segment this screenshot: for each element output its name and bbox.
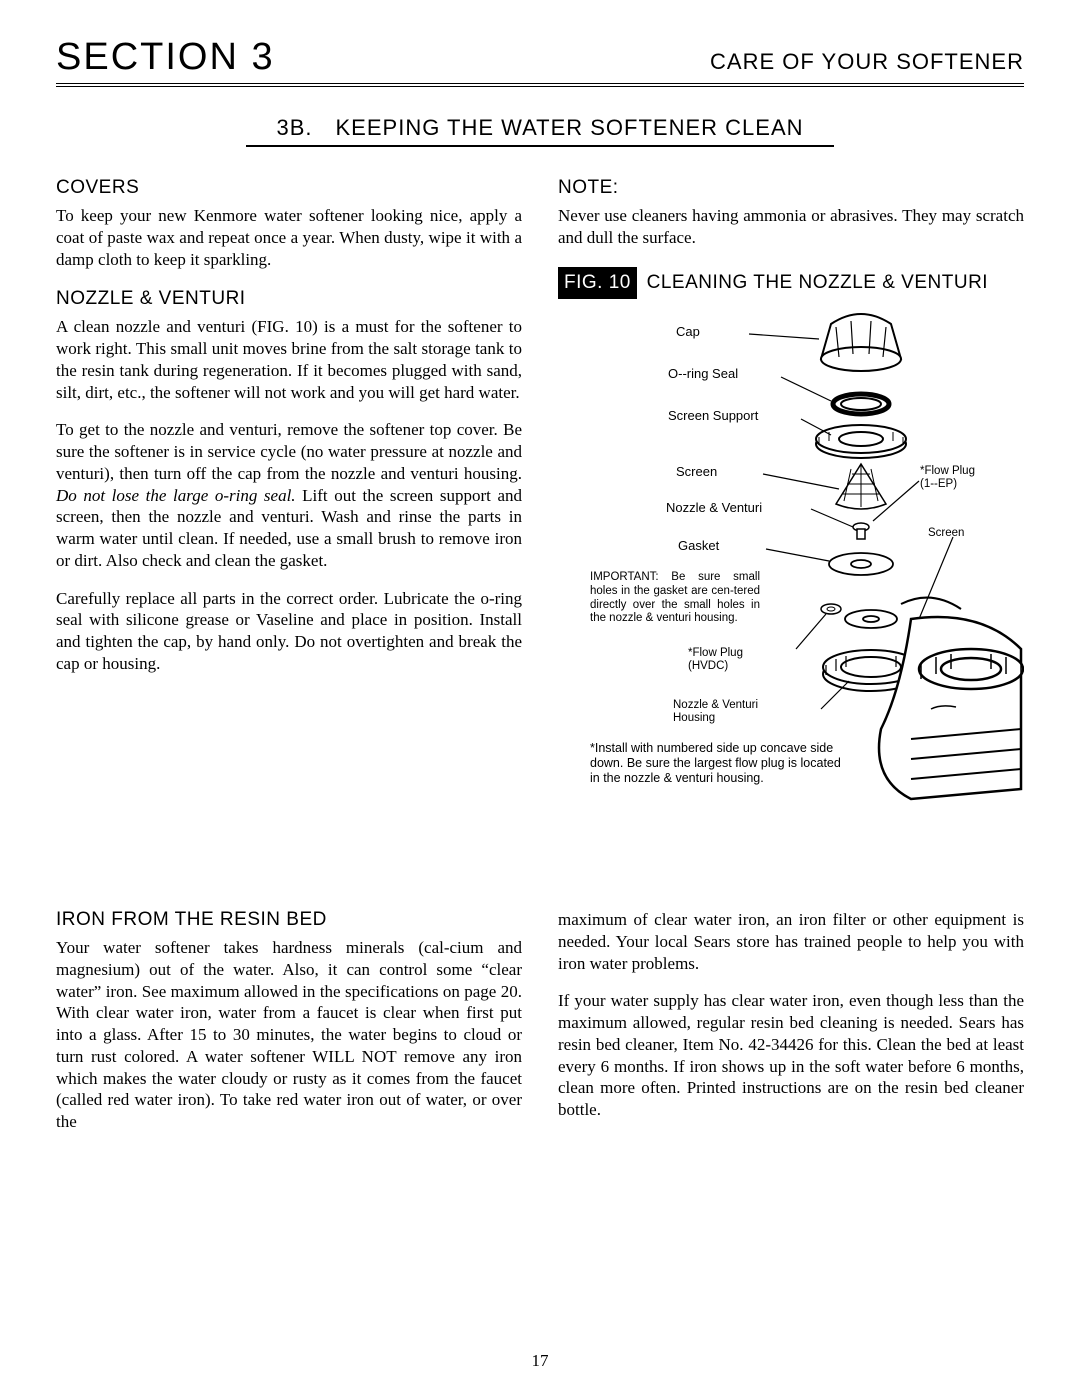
label-nozzle-venturi: Nozzle & Venturi: [666, 501, 762, 516]
left-column-bottom: IRON FROM THE RESIN BED Your water softe…: [56, 909, 522, 1149]
label-important-note: IMPORTANT: Be sure small holes in the ga…: [590, 571, 760, 626]
label-oring: O--ring Seal: [668, 367, 738, 382]
page-number: 17: [0, 1351, 1080, 1371]
iron-p1: Your water softener takes hardness miner…: [56, 937, 522, 1133]
left-column: COVERS To keep your new Kenmore water so…: [56, 177, 522, 869]
label-footnote: *Install with numbered side up concave s…: [590, 741, 845, 786]
upper-columns: COVERS To keep your new Kenmore water so…: [56, 177, 1024, 869]
nozzle-p3: Carefully replace all parts in the corre…: [56, 588, 522, 675]
label-screen-support: Screen Support: [668, 409, 758, 424]
note-text: Never use cleaners having ammonia or abr…: [558, 205, 1024, 249]
nozzle-p1: A clean nozzle and venturi (FIG. 10) is …: [56, 316, 522, 403]
nozzle-venturi-diagram: Cap O--ring Seal Screen Support Screen N…: [558, 309, 1024, 869]
subsection-title: 3B. KEEPING THE WATER SOFTENER CLEAN: [246, 115, 833, 147]
subsection-header: 3B. KEEPING THE WATER SOFTENER CLEAN: [56, 115, 1024, 147]
right-column: NOTE: Never use cleaners having ammonia …: [558, 177, 1024, 869]
label-housing: Nozzle & Venturi Housing: [673, 699, 758, 725]
covers-text: To keep your new Kenmore water softener …: [56, 205, 522, 270]
nozzle-p2-italic: Do not lose the large o-ring seal.: [56, 486, 296, 505]
label-screen-right: Screen: [928, 527, 964, 540]
figure-caption: CLEANING THE NOZZLE & VENTURI: [641, 272, 988, 293]
page-header: SECTION 3 CARE OF YOUR SOFTENER: [56, 36, 1024, 87]
right-column-bottom: maximum of clear water iron, an iron fil…: [558, 909, 1024, 1149]
label-flow-plug-ep: *Flow Plug (1--EP): [920, 465, 975, 491]
nozzle-heading: NOZZLE & VENTURI: [56, 288, 522, 310]
section-title: CARE OF YOUR SOFTENER: [710, 49, 1024, 75]
figure-number: FIG. 10: [558, 267, 637, 300]
figure-title: FIG. 10 CLEANING THE NOZZLE & VENTURI: [558, 267, 1024, 300]
section-number: SECTION 3: [56, 36, 275, 79]
nozzle-p2: To get to the nozzle and venturi, remove…: [56, 419, 522, 571]
nozzle-p2a: To get to the nozzle and venturi, remove…: [56, 420, 522, 483]
label-screen: Screen: [676, 465, 717, 480]
label-cap: Cap: [676, 325, 700, 340]
iron-heading: IRON FROM THE RESIN BED: [56, 909, 522, 931]
label-gasket: Gasket: [678, 539, 719, 554]
iron-p3: If your water supply has clear water iro…: [558, 990, 1024, 1121]
iron-p2: maximum of clear water iron, an iron fil…: [558, 909, 1024, 974]
covers-heading: COVERS: [56, 177, 522, 199]
note-heading: NOTE:: [558, 177, 1024, 199]
label-flow-plug-hvdc: *Flow Plug (HVDC): [688, 647, 743, 673]
lower-columns: IRON FROM THE RESIN BED Your water softe…: [56, 909, 1024, 1149]
